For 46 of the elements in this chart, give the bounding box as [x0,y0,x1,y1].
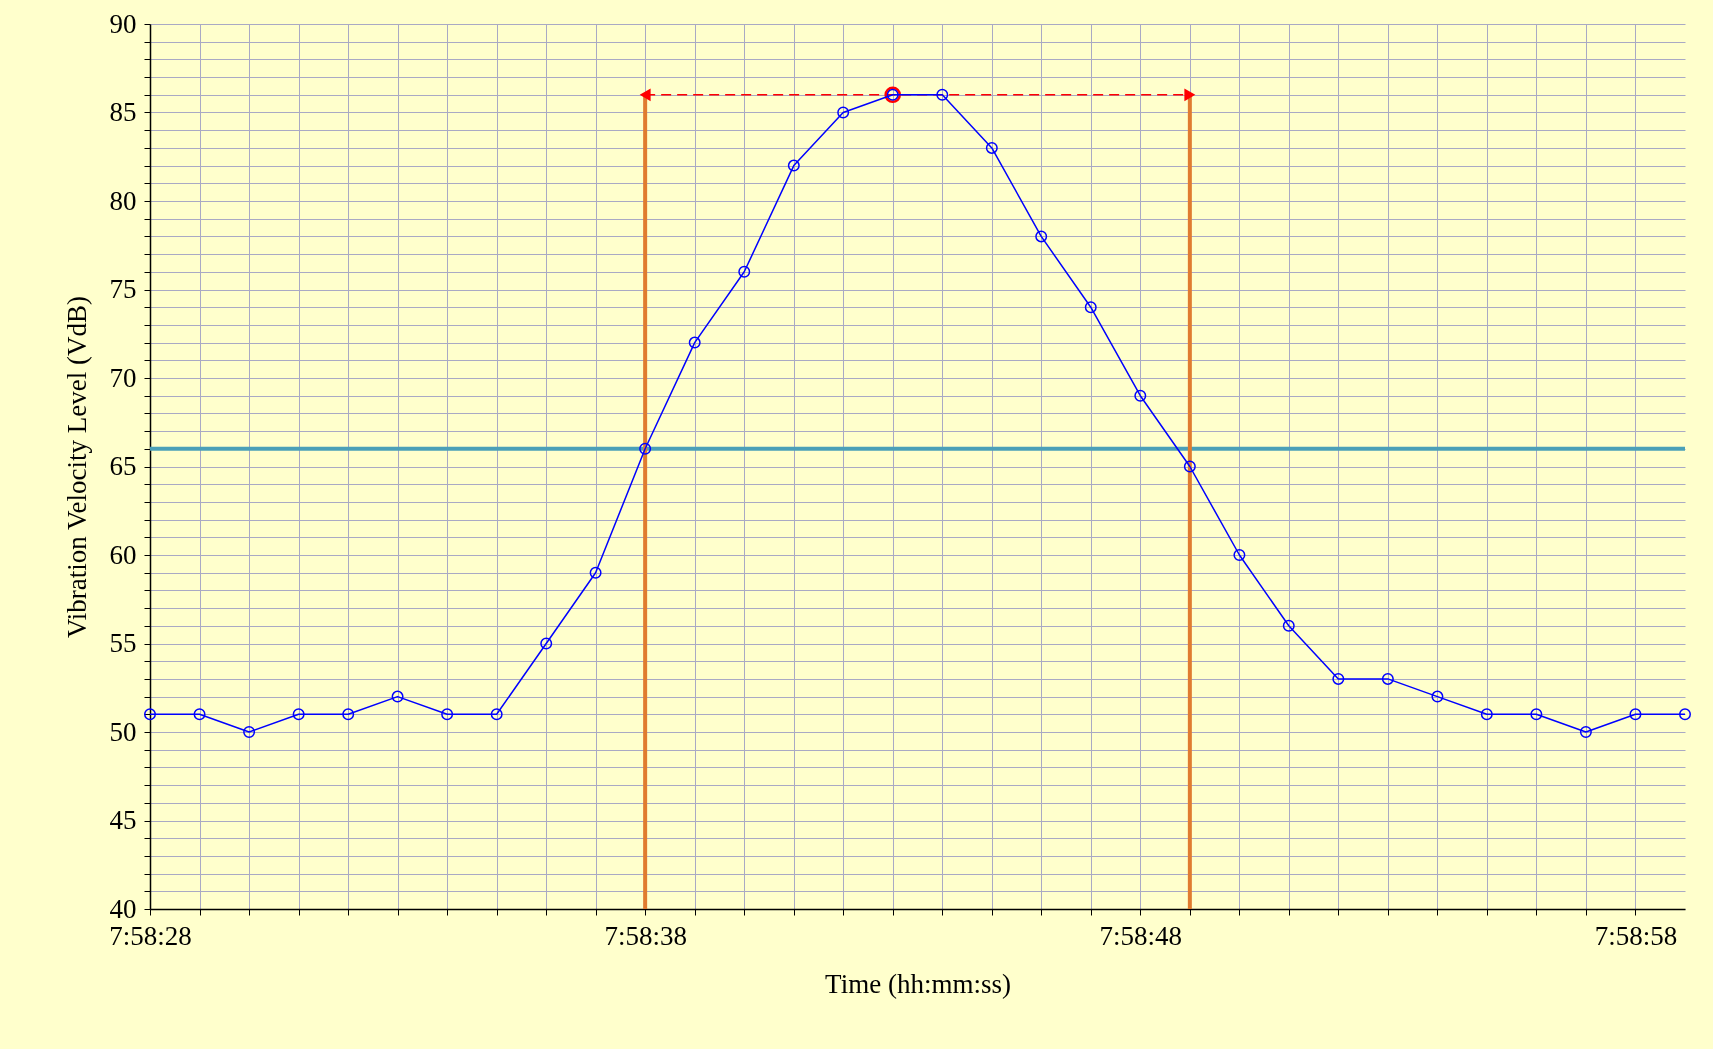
y-tick-label: 90 [109,8,137,39]
x-tick-label: 7:58:58 [1594,920,1678,951]
point [589,566,602,579]
point [1282,619,1295,632]
y-tick-label: 50 [109,716,137,747]
point [738,265,751,278]
y-tick-label: 45 [109,805,137,835]
point [688,336,701,349]
point [1679,708,1691,721]
point [441,708,454,721]
point [1183,460,1196,473]
point [193,708,206,721]
y-axis-title: Vibration Velocity Level (VdB) [61,295,92,639]
y-tick-label: 80 [109,185,137,216]
point [639,442,652,455]
point [144,708,156,721]
point [1381,672,1394,685]
point [1084,301,1097,314]
point [342,708,355,721]
point [540,637,553,650]
point [1530,708,1543,721]
point [1579,726,1592,738]
point [1035,230,1048,243]
point [1431,690,1444,703]
x-tick-label: 7:58:38 [604,920,687,951]
point [1134,389,1147,402]
point [292,708,305,721]
y-tick-label: 65 [109,451,137,481]
x-axis-title: Time (hh:mm:ss) [825,968,1011,999]
point [1332,672,1345,685]
y-tick-label: 60 [109,539,137,570]
point [837,106,850,119]
point [1629,708,1642,721]
point [490,708,503,721]
y-tick-label: 70 [109,362,137,393]
y-tick-label: 75 [109,274,137,304]
point [936,88,949,101]
point [985,141,998,154]
y-tick-label: 55 [109,628,137,658]
x-tick-label: 7:58:48 [1099,920,1183,951]
point [243,726,256,738]
point [1233,549,1246,561]
point [391,690,404,703]
y-tick-label: 85 [109,97,137,127]
point [787,159,800,172]
point [1480,708,1493,721]
